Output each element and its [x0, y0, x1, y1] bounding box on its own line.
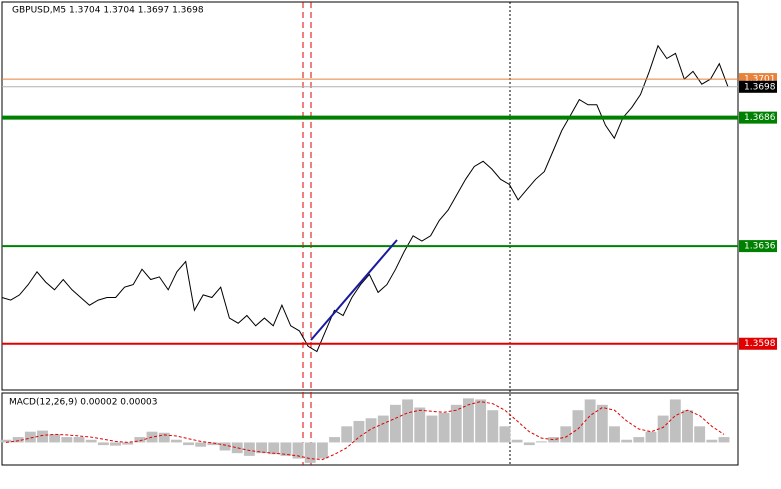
- macd-bar: [158, 432, 170, 443]
- level-label-box: [739, 240, 777, 253]
- macd-bar: [523, 442, 535, 446]
- macd-panel: [1, 392, 739, 466]
- macd-bar: [49, 434, 61, 443]
- macd-bar: [195, 442, 207, 447]
- macd-bar: [353, 420, 365, 443]
- macd-bar: [97, 442, 109, 446]
- level-label: 1.3636: [744, 242, 776, 252]
- level-label: 1.3701: [744, 75, 776, 85]
- macd-bar: [73, 437, 85, 443]
- macd-bar: [24, 431, 36, 443]
- macd-bar: [110, 442, 121, 446]
- macd-bar: [61, 437, 73, 443]
- macd-bar: [584, 399, 596, 443]
- macd-bar: [329, 437, 341, 443]
- macd-bar: [170, 439, 182, 443]
- macd-bar: [365, 418, 377, 443]
- macd-bar: [633, 437, 645, 443]
- macd-bar: [256, 442, 268, 454]
- macd-bar: [475, 399, 487, 443]
- macd-bar: [402, 399, 414, 443]
- macd-bar: [438, 412, 450, 443]
- macd-bar: [548, 437, 560, 443]
- macd-bar: [280, 442, 292, 456]
- macd-bar: [462, 398, 474, 443]
- macd-bar: [718, 437, 730, 443]
- macd-bar: [694, 426, 706, 443]
- macd-bar: [183, 442, 194, 446]
- macd-bar: [207, 442, 219, 446]
- macd-title: MACD(12,26,9) 0.00002 0.00003: [9, 398, 158, 408]
- level-label-box: [739, 337, 777, 350]
- macd-bar: [511, 439, 523, 443]
- macd-bar: [85, 439, 97, 443]
- level-label: 1.3698: [744, 82, 776, 92]
- macd-bar: [292, 442, 304, 459]
- macd-bar: [268, 442, 280, 455]
- level-label-box: [739, 80, 777, 93]
- macd-bar: [499, 426, 511, 443]
- level-label: 1.3686: [744, 113, 776, 123]
- macd-bar: [122, 442, 134, 445]
- macd-bar: [706, 439, 718, 443]
- macd-bar: [341, 426, 353, 443]
- macd-bar: [219, 442, 231, 451]
- macd-bar: [37, 430, 48, 443]
- main-panel: [1, 1, 739, 391]
- macd-bar: [487, 410, 499, 443]
- price-line: [1, 44, 729, 353]
- macd-bar: [316, 442, 328, 459]
- macd-bar: [645, 431, 657, 443]
- macd-bar: [426, 415, 438, 443]
- macd-bar: [621, 439, 633, 443]
- macd-bar: [450, 404, 462, 443]
- macd-bar: [134, 437, 146, 443]
- macd-bar: [304, 442, 316, 463]
- signal-line: [5, 401, 725, 461]
- macd-bar: [560, 426, 572, 443]
- chart-title: GBPUSD,M5 1.3704 1.3704 1.3697 1.3698: [12, 6, 204, 16]
- level-label-box: [739, 111, 777, 124]
- macd-bar: [377, 415, 389, 443]
- macd-bar: [12, 437, 24, 443]
- trend-line: [310, 239, 398, 341]
- macd-bar: [669, 399, 681, 443]
- macd-bar: [414, 407, 426, 443]
- macd-bar: [657, 415, 669, 443]
- macd-bar: [389, 404, 401, 443]
- macd-bar: [243, 442, 255, 456]
- macd-bar: [536, 441, 547, 443]
- macd-bar: [596, 404, 608, 443]
- macd-bar: [682, 410, 693, 443]
- level-label: 1.3598: [744, 339, 776, 349]
- macd-bar: [572, 410, 584, 443]
- macd-bar: [609, 426, 620, 443]
- macd-bar: [231, 442, 243, 454]
- macd-bar: [0, 439, 12, 443]
